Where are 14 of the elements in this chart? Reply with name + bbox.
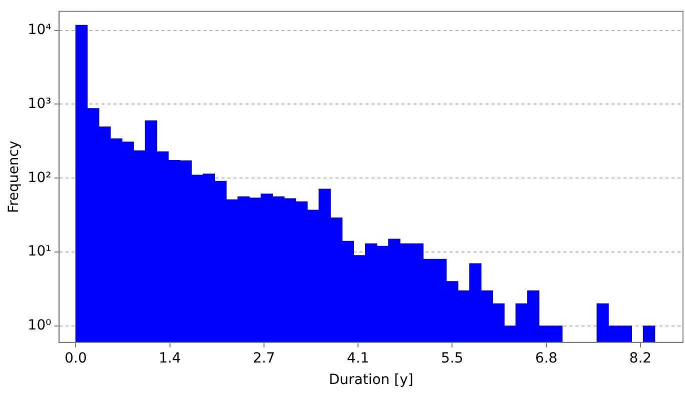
y-axis-title: Frequency	[6, 140, 22, 214]
x-axis-title: Duration [y]	[328, 372, 414, 388]
x-tick-label: 8.2	[629, 350, 652, 366]
x-tick-label: 4.1	[346, 350, 370, 366]
x-tick-label: 1.4	[158, 350, 182, 366]
x-tick-label: 5.5	[441, 350, 464, 366]
y-tick-label: 10³	[28, 96, 52, 112]
y-tick-label: 10²	[28, 170, 52, 186]
x-tick-label: 2.7	[252, 350, 276, 366]
y-tick-label: 10¹	[28, 244, 52, 260]
y-tick-label: 10⁰	[28, 318, 52, 334]
x-tick-label: 6.8	[535, 350, 558, 366]
x-tick-label: 0.0	[64, 350, 87, 366]
y-tick-label: 10⁴	[28, 22, 52, 38]
